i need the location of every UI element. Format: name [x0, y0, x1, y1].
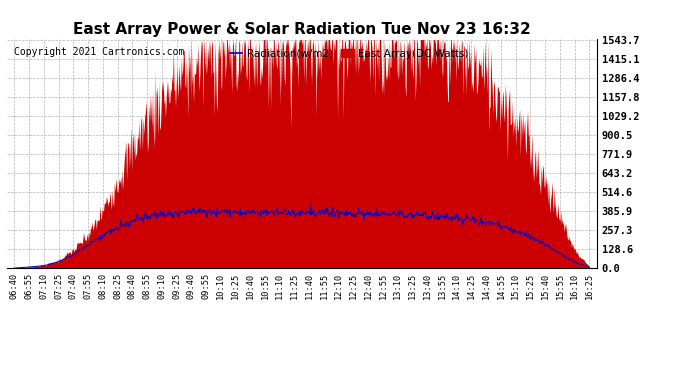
Title: East Array Power & Solar Radiation Tue Nov 23 16:32: East Array Power & Solar Radiation Tue N…	[73, 22, 531, 37]
Legend: Radiation(w/m2), East Array(DC Watts): Radiation(w/m2), East Array(DC Watts)	[226, 45, 473, 63]
Text: Copyright 2021 Cartronics.com: Copyright 2021 Cartronics.com	[14, 47, 184, 57]
